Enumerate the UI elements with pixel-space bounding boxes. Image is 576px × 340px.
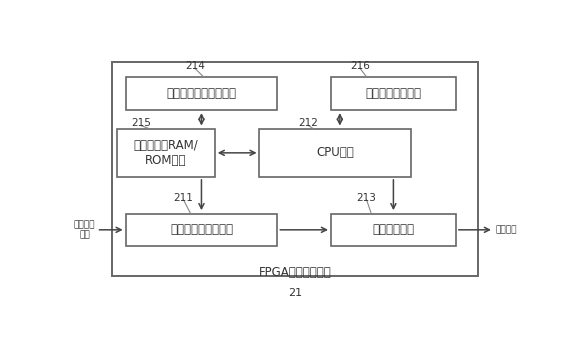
Bar — [116, 129, 215, 177]
Bar — [126, 214, 278, 246]
Text: 214: 214 — [185, 61, 204, 71]
Text: 位置编码
信号: 位置编码 信号 — [74, 220, 95, 239]
Text: 编码器位置解码单元: 编码器位置解码单元 — [170, 223, 233, 236]
Text: 外置和内置RAM/
ROM单元: 外置和内置RAM/ ROM单元 — [134, 139, 198, 167]
Text: 信号比对单元: 信号比对单元 — [373, 223, 414, 236]
Text: 外围电路通讯单元: 外围电路通讯单元 — [365, 87, 422, 100]
Text: FPGA信号处理模块: FPGA信号处理模块 — [259, 266, 332, 279]
Bar — [126, 78, 278, 110]
Text: 21: 21 — [288, 288, 302, 299]
Bar — [331, 214, 456, 246]
Bar — [259, 129, 411, 177]
Text: CPU单元: CPU单元 — [316, 146, 354, 159]
Text: 213: 213 — [357, 193, 377, 203]
Bar — [112, 62, 478, 276]
Text: 非易失性数据交换单元: 非易失性数据交换单元 — [166, 87, 237, 100]
Text: 216: 216 — [350, 61, 370, 71]
Text: 212: 212 — [298, 118, 319, 128]
Text: 215: 215 — [131, 118, 151, 128]
Text: 211: 211 — [173, 193, 194, 203]
Bar — [331, 78, 456, 110]
Text: 开关信号: 开关信号 — [495, 225, 517, 234]
